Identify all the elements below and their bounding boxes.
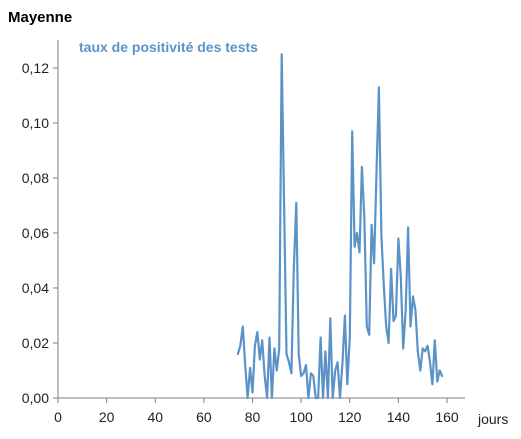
x-tick-label: 0	[54, 409, 62, 425]
x-axis-ticks: 0 20 40 60 80 100 120 140 160	[54, 398, 459, 425]
y-tick-label: 0,00	[22, 390, 49, 406]
series-label: taux de positivité des tests	[79, 39, 258, 55]
x-tick-label: 120	[338, 409, 362, 425]
y-tick-label: 0,08	[22, 170, 49, 186]
x-tick-label: 40	[147, 409, 163, 425]
chart-title: Mayenne	[8, 9, 72, 26]
y-tick-label: 0,02	[22, 335, 49, 351]
y-axis-ticks: 0,00 0,02 0,04 0,06 0,08 0,10 0,12	[22, 60, 58, 406]
x-tick-label: 160	[435, 409, 459, 425]
x-tick-label: 20	[99, 409, 115, 425]
x-tick-label: 100	[289, 409, 313, 425]
x-tick-label: 80	[245, 409, 261, 425]
x-tick-label: 60	[196, 409, 212, 425]
y-tick-label: 0,10	[22, 115, 49, 131]
x-axis-label: jours	[477, 411, 508, 427]
series-line	[236, 53, 444, 400]
y-tick-label: 0,04	[22, 280, 49, 296]
x-tick-label: 140	[387, 409, 411, 425]
y-tick-label: 0,12	[22, 60, 49, 76]
y-tick-label: 0,06	[22, 225, 49, 241]
